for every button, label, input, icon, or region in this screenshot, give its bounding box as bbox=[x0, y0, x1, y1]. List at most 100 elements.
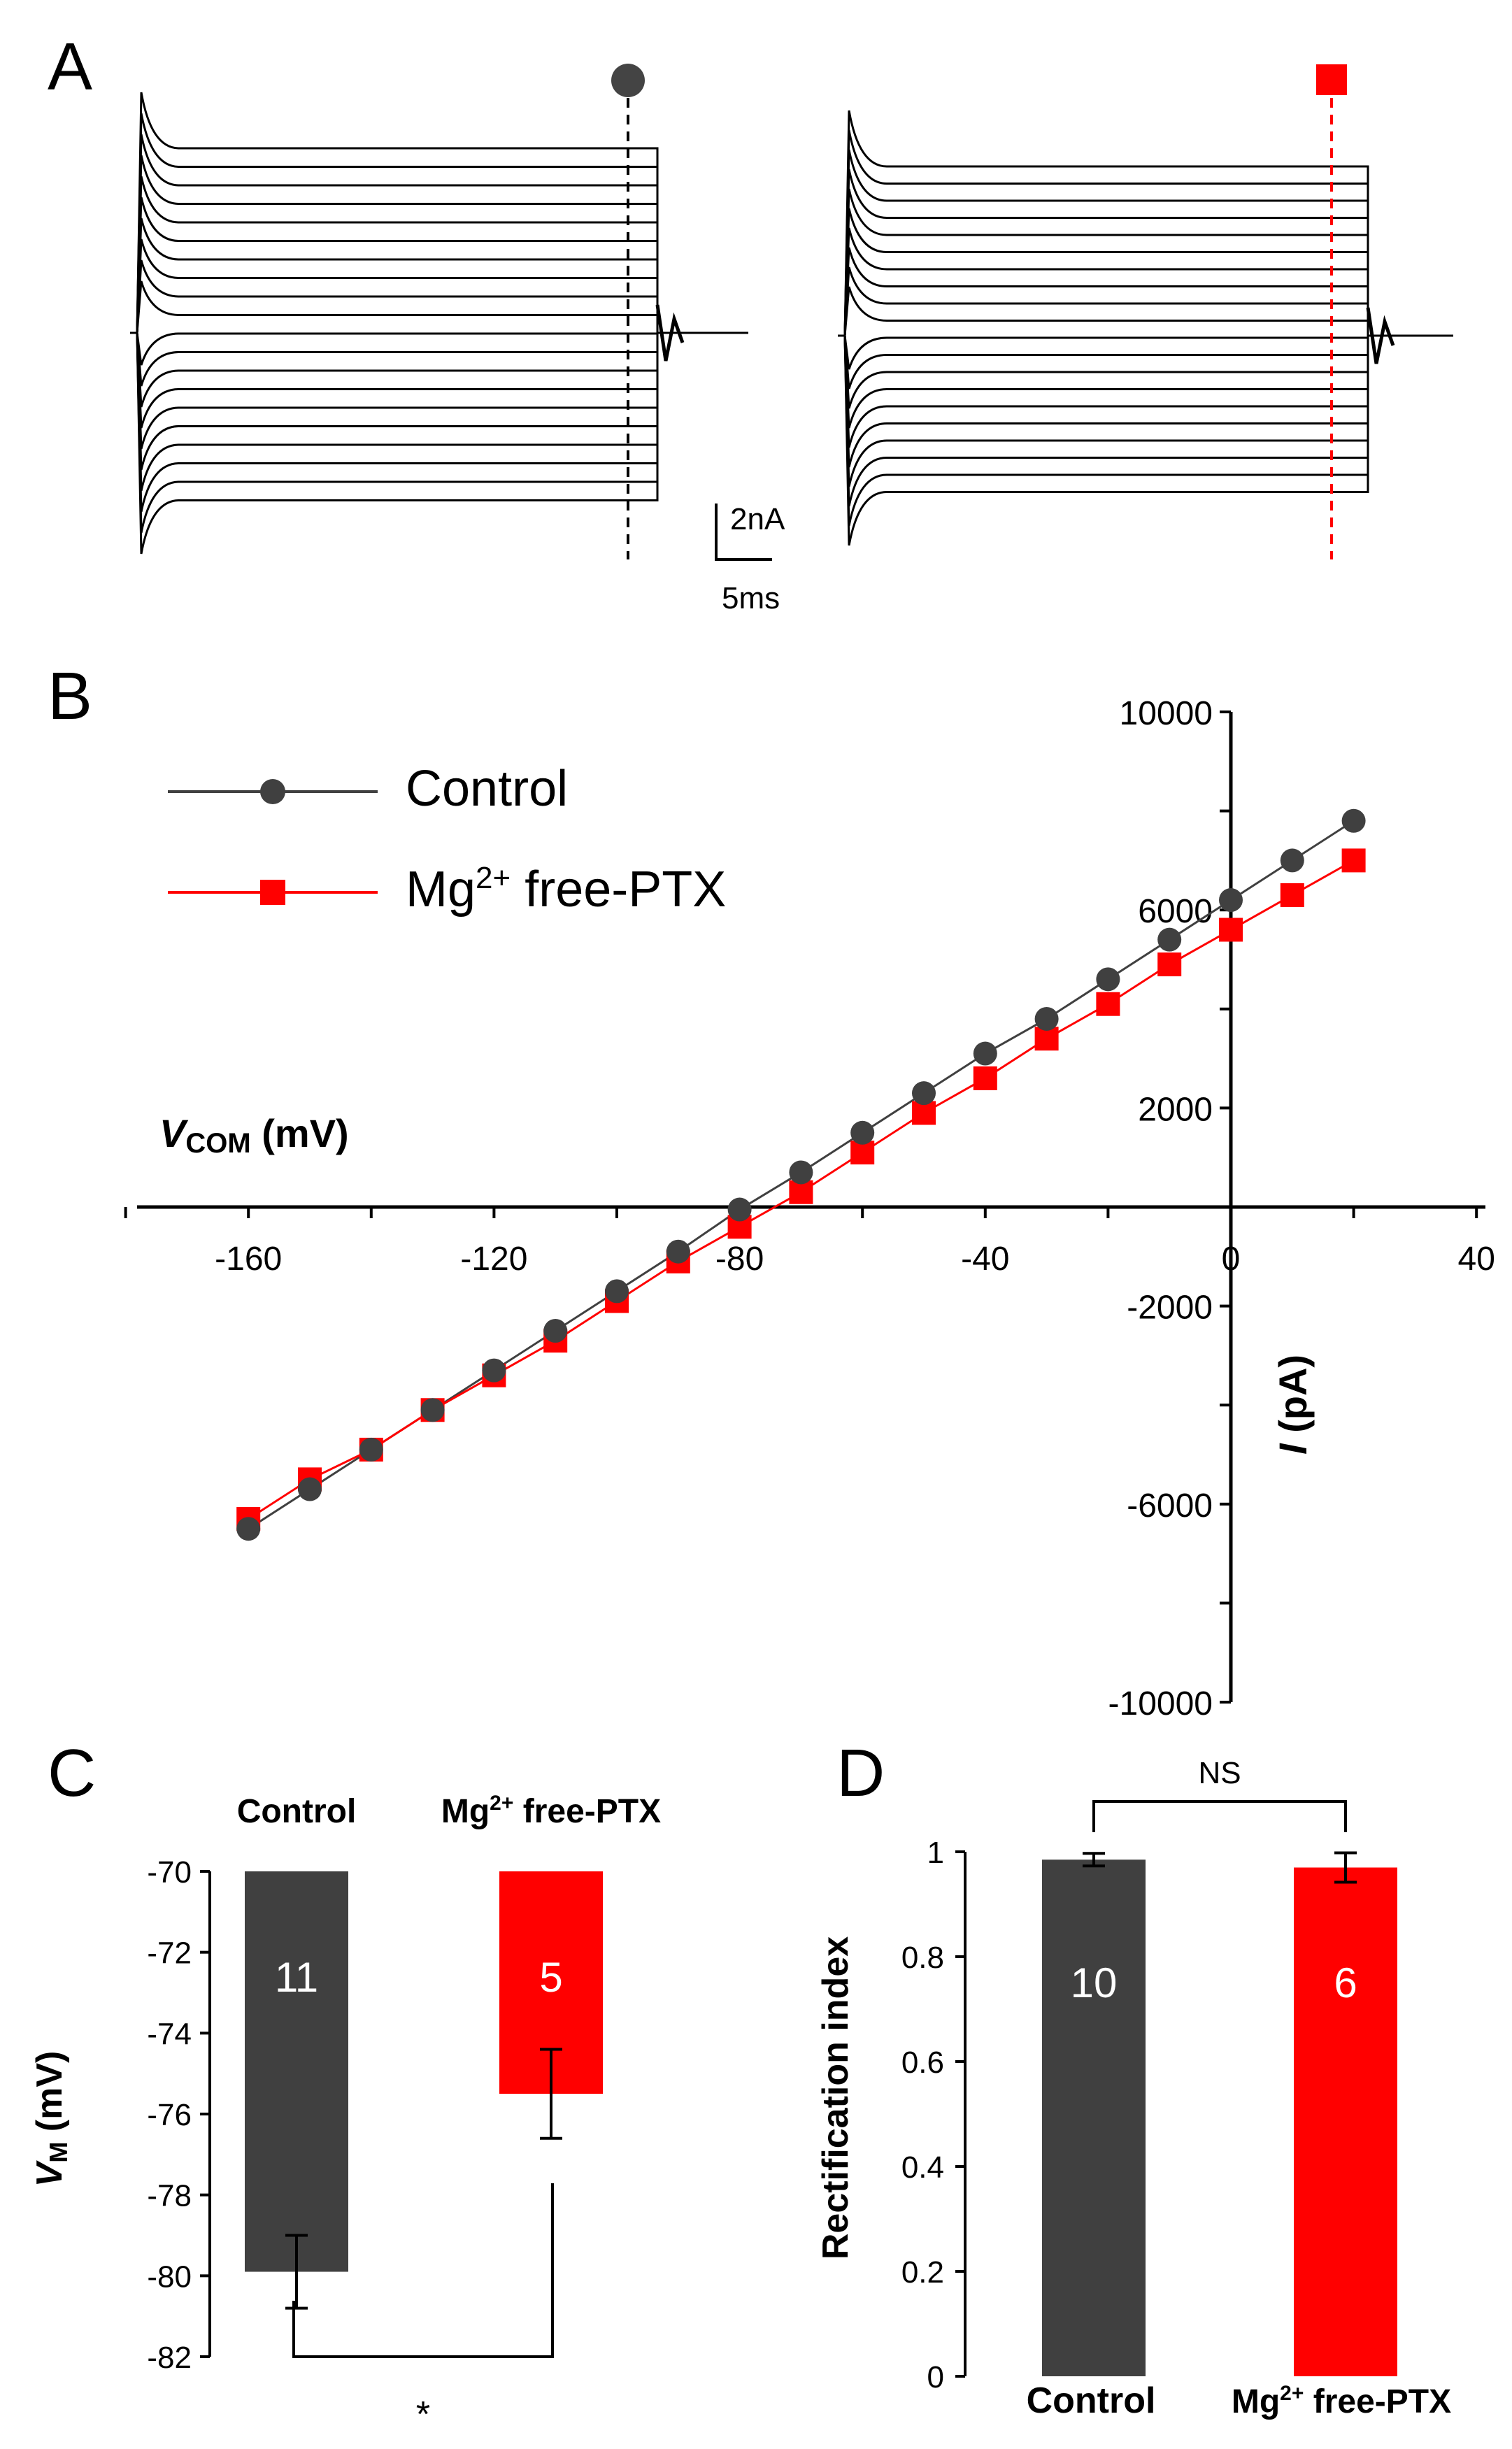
control-data-point bbox=[1157, 927, 1182, 952]
mg-data-point bbox=[1096, 992, 1120, 1016]
panel-a: A 2nA 5ms bbox=[48, 29, 1453, 615]
control-trace bbox=[130, 238, 748, 334]
d-y-tick-label: 0.4 bbox=[901, 2150, 944, 2185]
iv-y-tick-label: -2000 bbox=[1127, 1290, 1213, 1327]
legend-mg-label: Mg2+ free-PTX bbox=[406, 861, 726, 918]
iv-x-tick-label: -40 bbox=[961, 1241, 1009, 1278]
panel-b: B -160 -120 -80 -40 0 40 -10000 -6000 -2000 2000 6… bbox=[48, 659, 1495, 1722]
control-data-point bbox=[236, 1517, 261, 1541]
d-bar-control bbox=[1042, 1859, 1146, 2376]
iv-y-tick-label: 10000 bbox=[1120, 695, 1213, 732]
panel-d-label: D bbox=[836, 1736, 885, 1811]
c-y-tick-label: -72 bbox=[147, 1936, 192, 1971]
control-trace bbox=[130, 331, 748, 555]
c-significance-label: * bbox=[416, 2394, 430, 2435]
iv-y-tick-label: 6000 bbox=[1138, 893, 1213, 930]
control-trace bbox=[130, 331, 748, 471]
d-y-tick-label: 1 bbox=[927, 1836, 944, 1870]
iv-y-axis-label: I (pA) bbox=[1271, 1355, 1315, 1455]
control-circle-marker bbox=[611, 64, 645, 97]
mg-data-point bbox=[1219, 918, 1243, 942]
iv-axes: -160 -120 -80 -40 0 40 -10000 -6000 -2000 2000 600… bbox=[124, 695, 1495, 1722]
control-trace bbox=[130, 280, 748, 334]
d-y-tick-label: 0.2 bbox=[901, 2255, 944, 2290]
vm-bar-chart: -70 -72 -74 -76 -78 -80 -82 11 5 * bbox=[147, 1855, 603, 2435]
mg-trace bbox=[838, 110, 1453, 337]
c-bar-n-label: 11 bbox=[275, 1954, 318, 2001]
legend-mg-marker bbox=[260, 880, 285, 905]
mg-trace bbox=[838, 286, 1453, 337]
control-tail-transient bbox=[655, 304, 685, 362]
mg-trace bbox=[838, 188, 1453, 337]
c-y-tick-label: -82 bbox=[147, 2341, 192, 2375]
iv-x-axis-label: VCOM (mV) bbox=[159, 1111, 349, 1159]
iv-x-tick-label: -120 bbox=[460, 1241, 527, 1278]
mg-trace bbox=[838, 334, 1453, 429]
c-bar-n-label: 5 bbox=[539, 1954, 562, 2001]
d-y-tick-label: 0 bbox=[927, 2360, 944, 2394]
control-trace bbox=[130, 331, 748, 429]
control-trace bbox=[130, 92, 748, 334]
iv-y-tick-label: -10000 bbox=[1108, 1685, 1213, 1722]
scale-bar bbox=[715, 504, 772, 561]
mg-square-marker bbox=[1316, 64, 1347, 95]
control-trace bbox=[130, 134, 748, 334]
d-y-tick-label: 0.8 bbox=[901, 1941, 944, 1975]
c-header-control: Control bbox=[237, 1793, 357, 1830]
c-y-tick-label: -80 bbox=[147, 2259, 192, 2294]
control-trace bbox=[130, 197, 748, 334]
control-data-point bbox=[1219, 888, 1243, 913]
control-data-point bbox=[666, 1239, 690, 1264]
control-trace bbox=[130, 259, 748, 334]
iv-y-tick-label: 2000 bbox=[1138, 1091, 1213, 1128]
mg-data-point bbox=[1280, 883, 1304, 907]
mg-trace bbox=[838, 334, 1453, 487]
c-y-tick-label: -70 bbox=[147, 1855, 192, 1890]
scale-bar-time: 5ms bbox=[722, 581, 780, 615]
mg-trace bbox=[838, 334, 1453, 507]
d-y-axis-label: Rectification index bbox=[815, 1936, 856, 2259]
control-trace bbox=[130, 331, 748, 387]
control-data-point bbox=[850, 1120, 875, 1145]
c-y-tick-label: -78 bbox=[147, 2179, 192, 2213]
control-trace bbox=[130, 217, 748, 334]
control-trace bbox=[130, 331, 748, 450]
panel-d: D 0 0.2 0.4 0.6 0.8 1 10 6 NS Rectification inde… bbox=[815, 1736, 1451, 2421]
panel-a-label: A bbox=[48, 29, 92, 104]
control-trace bbox=[130, 331, 748, 492]
control-data-point bbox=[543, 1319, 568, 1343]
mg-data-point bbox=[973, 1066, 997, 1090]
panel-c: C Control Mg2+ free-PTX -70-72-74-76-78-… bbox=[29, 1736, 661, 2435]
c-y-tick-label: -74 bbox=[147, 2017, 192, 2051]
mg-trace bbox=[838, 208, 1453, 337]
control-trace bbox=[130, 155, 748, 334]
control-data-point bbox=[1034, 1006, 1059, 1031]
mg-trace bbox=[838, 266, 1453, 337]
mg-trace bbox=[838, 334, 1453, 527]
iv-x-tick-label: -80 bbox=[715, 1241, 764, 1278]
control-trace bbox=[130, 331, 748, 513]
iv-y-tick-label: -6000 bbox=[1127, 1487, 1213, 1525]
d-bar-n-label: 6 bbox=[1334, 1959, 1357, 2006]
control-data-point bbox=[605, 1279, 629, 1304]
mg-trace bbox=[838, 334, 1453, 370]
control-data-point bbox=[482, 1358, 506, 1383]
d-bar-n-label: 10 bbox=[1071, 1959, 1118, 2006]
mg-data-point bbox=[1157, 952, 1182, 977]
control-data-point bbox=[1280, 848, 1304, 873]
d-xlabel-control: Control bbox=[1027, 2380, 1156, 2421]
control-trace bbox=[130, 331, 748, 366]
d-bar-mg bbox=[1294, 1867, 1397, 2376]
legend-control-marker bbox=[260, 779, 285, 804]
iv-x-tick-label: 40 bbox=[1458, 1241, 1495, 1278]
control-data-point bbox=[912, 1081, 936, 1106]
control-data-point bbox=[359, 1437, 383, 1462]
mg-trace bbox=[838, 334, 1453, 409]
mg-trace bbox=[838, 169, 1453, 337]
c-significance-bracket bbox=[292, 2183, 554, 2358]
iv-series bbox=[236, 808, 1366, 1541]
c-bar-control bbox=[245, 1871, 348, 2272]
d-significance-bracket bbox=[1092, 1800, 1347, 1832]
scale-bar-current: 2nA bbox=[730, 502, 785, 536]
